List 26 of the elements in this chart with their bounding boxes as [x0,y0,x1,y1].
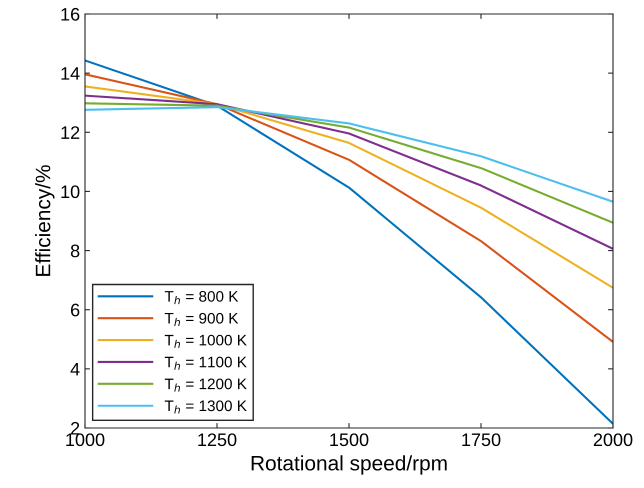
line-series [85,102,613,224]
y-tick-label: 6 [71,304,80,316]
y-tick-label: 4 [70,362,80,376]
x-tick-label: 1000 [66,433,104,446]
legend-label: T$_{h}$ = 1300 K [164,400,247,414]
x-tick-label: 1750 [462,433,500,446]
legend-label: T$_{h}$ = 800 K [164,290,238,304]
y-tick-label: 10 [61,185,80,198]
y-tick-label: 2 [71,422,80,435]
x-axis-title: Rotational speed/rpm [252,455,447,475]
legend-label: T$_{h}$ = 900 K [164,312,238,326]
line-series [85,94,613,250]
line-series [85,59,613,425]
x-tick-label: 1500 [330,433,368,446]
legend-label: T$_{h}$ = 1000 K [164,334,247,348]
line-series [85,106,613,203]
legend-label: T$_{h}$ = 1100 K [164,356,247,370]
legend-label: T$_{h}$ = 1200 K [164,378,247,392]
x-tick-label: 2000 [594,433,632,446]
y-tick-label: 16 [61,8,80,21]
y-tick-label: 12 [61,126,80,139]
x-tick-label: 1250 [198,433,236,446]
y-tick-label: 14 [61,67,80,80]
y-tick-label: 8 [70,244,80,258]
y-axis-title: Efficiency/% [35,165,54,276]
line-series [85,85,613,289]
